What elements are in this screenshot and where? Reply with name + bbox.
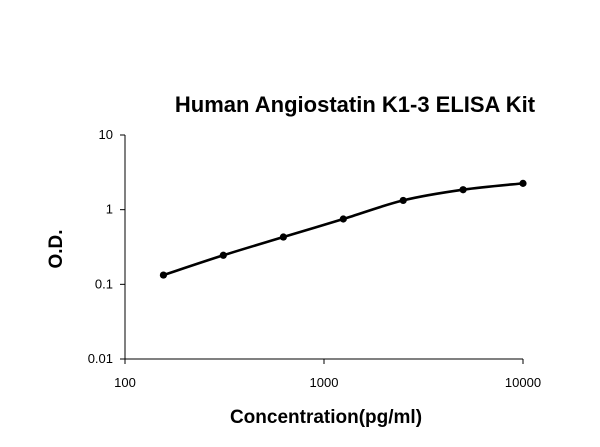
data-point: [519, 179, 527, 187]
x-axis-label: Concentration(pg/ml): [230, 407, 422, 428]
data-point: [159, 271, 168, 279]
y-tick-label: 0.01: [88, 351, 113, 366]
fitted-curve: [162, 182, 525, 277]
data-point: [459, 186, 467, 194]
data-point: [339, 215, 347, 223]
data-point: [279, 233, 287, 241]
data-point: [399, 196, 407, 205]
y-tick-label: 1: [106, 202, 113, 217]
fitted-curve-layer: [162, 182, 525, 277]
data-point: [219, 251, 227, 259]
y-axis-ticks: 0.01 0.1 1 10: [88, 127, 125, 366]
y-tick-label: 0.1: [95, 276, 113, 291]
x-tick-label: 100: [114, 375, 136, 390]
data-points-layer: [159, 179, 527, 279]
y-tick-label: 10: [99, 127, 113, 142]
chart-title: Human Angiostatin K1-3 ELISA Kit: [175, 92, 536, 117]
x-tick-label: 1000: [310, 375, 339, 390]
y-axis-label: O.D.: [46, 229, 67, 268]
x-tick-label: 10000: [505, 375, 541, 390]
x-axis-ticks: 100 1000 10000: [114, 359, 541, 390]
